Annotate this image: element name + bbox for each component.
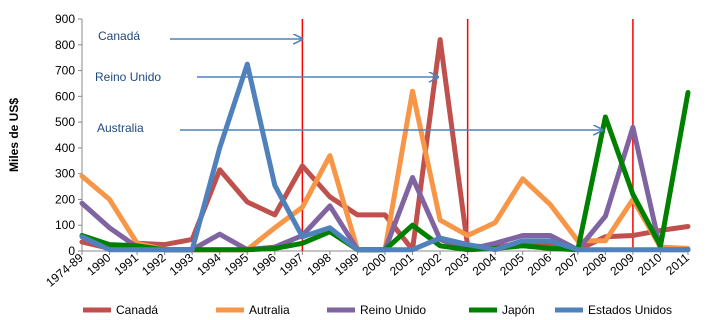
- legend: Canadá Autralia Reino Unido Japón Estados Un…: [83, 303, 672, 317]
- y-tick-label: 0: [68, 244, 75, 258]
- y-tick-label: 200: [55, 192, 75, 206]
- y-tick-label: 100: [55, 218, 75, 232]
- y-tick-label: 800: [55, 38, 75, 52]
- series-layer: [79, 37, 691, 253]
- legend-label: Canadá: [116, 303, 158, 317]
- annotation-label: Australia: [97, 121, 144, 135]
- legend-label: Reino Unido: [360, 303, 426, 317]
- annotation-label: Canadá: [98, 29, 140, 43]
- y-axis-title: Miles de US$: [7, 98, 21, 172]
- series-line: [79, 37, 691, 253]
- legend-label: Autralia: [249, 303, 290, 317]
- y-tick-label: 300: [55, 167, 75, 181]
- annotations: Canadá Reino Unido Australia: [95, 29, 602, 135]
- y-tick-label: 500: [55, 115, 75, 129]
- legend-label: Japón: [502, 303, 535, 317]
- x-tick-label: 1974-89: [43, 250, 86, 289]
- y-tick-label: 400: [55, 141, 75, 155]
- x-axis: 1974-89199019911992199319941995199619971…: [43, 250, 692, 289]
- annotation-label: Reino Unido: [95, 70, 161, 84]
- legend-label: Estados Unidos: [588, 303, 672, 317]
- y-tick-label: 600: [55, 89, 75, 103]
- y-tick-label: 700: [55, 64, 75, 78]
- series-line: [79, 61, 691, 253]
- y-tick-label: 900: [55, 12, 75, 26]
- y-axis: 0 100 200 300 400 500 600 700 800 900: [55, 12, 83, 258]
